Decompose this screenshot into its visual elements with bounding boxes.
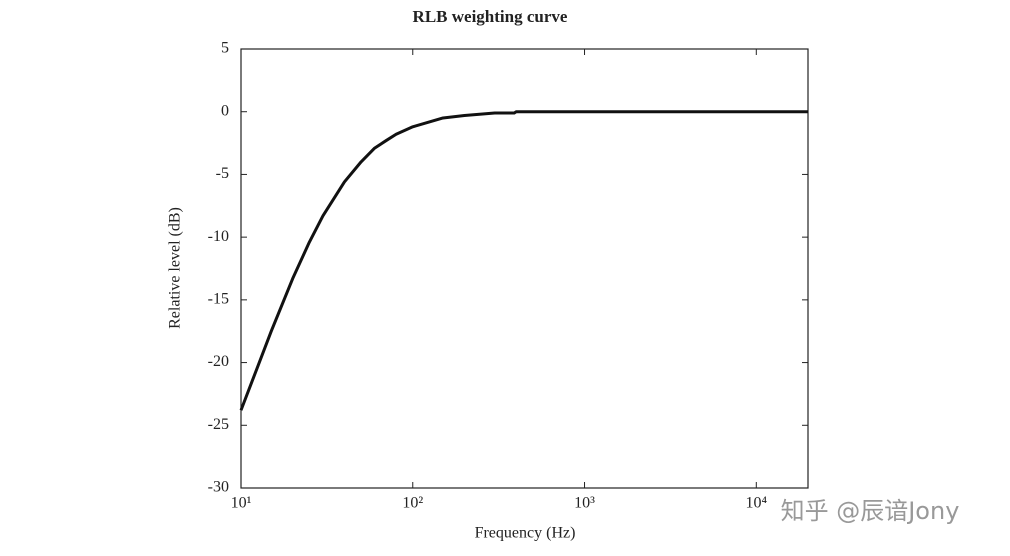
y-axis-label: Relative level (dB)	[167, 207, 184, 329]
x-axis-label: Frequency (Hz)	[475, 525, 576, 542]
y-tick-label: -25	[208, 416, 229, 433]
y-tick-label: -30	[208, 479, 229, 496]
y-tick-label: -5	[216, 165, 229, 182]
data-line	[239, 110, 808, 411]
y-tick-label: -20	[208, 353, 229, 370]
x-tick-label: 10¹	[231, 495, 252, 512]
x-tick-label: 10³	[574, 495, 595, 512]
y-tick-label: -10	[208, 228, 229, 245]
y-tick-label: -15	[208, 291, 229, 308]
x-tick-label: 10⁴	[746, 495, 768, 512]
x-tick-label: 10²	[402, 495, 423, 512]
plot-frame	[240, 48, 809, 489]
y-tick-label: 0	[221, 102, 229, 119]
watermark: 知乎 @辰谙Jony	[781, 497, 960, 525]
chart-title: RLB weighting curve	[413, 7, 568, 26]
y-tick-label: 5	[221, 40, 229, 57]
